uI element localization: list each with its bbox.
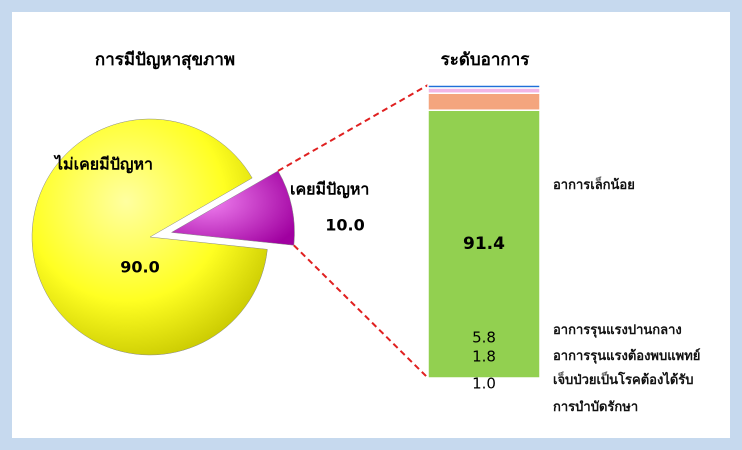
bar-segment: [427, 92, 541, 111]
bar-title: ระดับอาการ: [441, 50, 531, 70]
pie-title: การมีปัญหาสุขภาพ: [95, 49, 235, 70]
connector: [293, 244, 429, 379]
slice-value: 10.0: [325, 216, 364, 235]
slice-value: 90.0: [120, 258, 159, 277]
bar-value: 91.4: [463, 234, 505, 254]
pie-slice: [170, 170, 295, 246]
legend-label: เจ็บป่วยเป็นโรคต้องได้รับ การบำบัดรักษา: [553, 373, 694, 415]
bar-value: 5.8: [472, 329, 496, 347]
connector: [277, 84, 429, 172]
pie-slice: [31, 118, 268, 356]
bar-value: 1.0: [472, 375, 496, 393]
legend-label: อาการรุนแรงปานกลาง: [553, 323, 682, 338]
bar-segment: [427, 84, 541, 89]
slice-label: ไม่เคยมีปัญหา: [53, 155, 153, 175]
bar-value: 1.8: [472, 348, 496, 366]
legend-label: อาการเล็กน้อย: [553, 178, 635, 193]
legend-label: อาการรุนแรงต้องพบแพทย์: [553, 349, 701, 364]
bar-segment: [427, 87, 541, 94]
slice-label: เคยมีปัญหา: [290, 180, 369, 200]
